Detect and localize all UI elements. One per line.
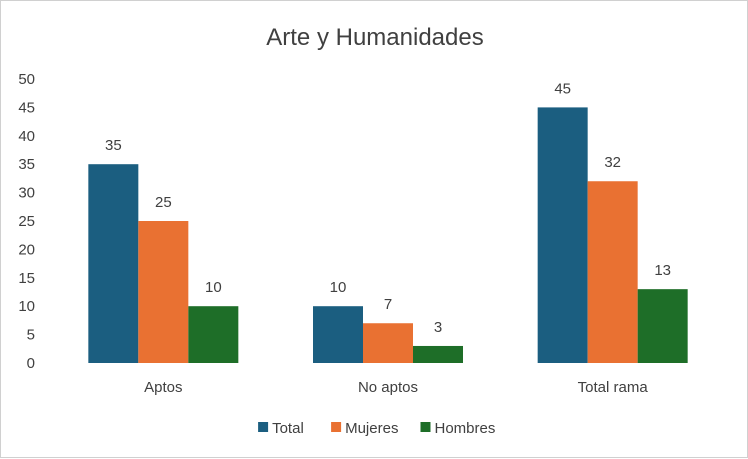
bar-mujeres-3 xyxy=(587,181,638,363)
legend-label-mujeres: Mujeres xyxy=(345,420,398,437)
bar-hombres-1 xyxy=(188,306,239,363)
legend-swatch-total xyxy=(258,422,269,432)
data-label: 32 xyxy=(604,154,621,171)
bar-total-3 xyxy=(537,107,588,364)
x-category-label: Total rama xyxy=(578,379,649,396)
chart-title: Arte y Humanidades xyxy=(266,24,483,51)
bar-hombres-3 xyxy=(637,289,688,363)
legend-label-total: Total xyxy=(272,420,304,437)
y-tick-label: 50 xyxy=(18,71,35,88)
data-labels: 35 25 10 10 7 3 45 32 13 xyxy=(105,80,671,336)
y-tick-label: 40 xyxy=(18,128,35,145)
data-label: 25 xyxy=(155,194,172,211)
legend-swatch-mujeres xyxy=(331,422,342,432)
y-tick-label: 30 xyxy=(18,185,35,202)
y-tick-label: 10 xyxy=(18,298,35,315)
bar-total-1 xyxy=(88,164,139,363)
x-category-label: Aptos xyxy=(144,379,182,396)
bar-hombres-2 xyxy=(413,345,463,363)
data-label: 13 xyxy=(654,262,671,279)
y-tick-label: 0 xyxy=(27,355,35,372)
legend-label-hombres: Hombres xyxy=(435,420,496,437)
data-label: 10 xyxy=(205,279,222,296)
data-label: 10 xyxy=(330,279,347,296)
data-label: 7 xyxy=(384,296,392,313)
y-axis: 0 5 10 15 20 25 30 35 40 45 50 xyxy=(18,71,35,372)
y-tick-label: 45 xyxy=(18,99,35,116)
y-tick-label: 25 xyxy=(18,213,35,230)
legend-swatch-hombres xyxy=(420,422,431,432)
y-tick-label: 5 xyxy=(27,327,35,344)
x-category-label: No aptos xyxy=(358,379,418,396)
y-tick-label: 15 xyxy=(18,270,35,287)
data-label: 45 xyxy=(554,80,571,97)
legend: Total Mujeres Hombres xyxy=(258,420,495,437)
x-axis: Aptos No aptos Total rama xyxy=(144,379,648,396)
bars xyxy=(88,107,688,364)
y-tick-label: 20 xyxy=(18,241,35,258)
y-tick-label: 35 xyxy=(18,156,35,173)
data-label: 35 xyxy=(105,137,122,154)
bar-mujeres-1 xyxy=(138,221,189,363)
bar-mujeres-2 xyxy=(363,323,413,363)
bar-total-2 xyxy=(313,306,363,363)
data-label: 3 xyxy=(434,319,442,336)
